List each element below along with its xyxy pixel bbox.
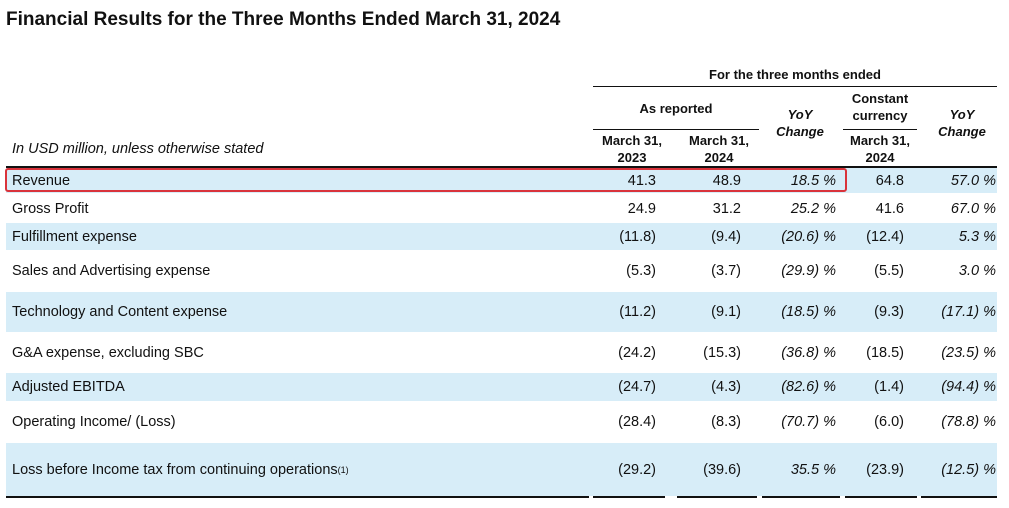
value-2023: (24.2) <box>618 344 656 361</box>
constant-currency-value: (18.5) <box>866 344 904 361</box>
value-2024: (4.3) <box>711 379 741 395</box>
constant-currency-value: (9.3) <box>874 304 904 320</box>
row-label: Fulfillment expense <box>12 228 137 245</box>
yoy-change-value: (82.6) % <box>781 379 836 395</box>
value-2024: (9.4) <box>711 228 741 245</box>
yoy-change-value: (18.5) % <box>781 304 836 320</box>
value-2023: (28.4) <box>618 414 656 430</box>
col-2024-header: March 31, 2024 <box>689 133 749 165</box>
yoy-change-cc-value: 67.0 % <box>950 201 996 217</box>
row-label: Loss before Income tax from continuing o… <box>12 461 349 478</box>
table-row: Sales and Advertising expense (5.3) (3.7) (… <box>6 250 997 292</box>
yoy-change-cc-value: (78.8) % <box>941 414 996 430</box>
yoy-change-value: 25.2 % <box>790 201 836 217</box>
value-2024: (15.3) <box>703 344 741 361</box>
value-2024: (39.6) <box>703 461 741 478</box>
value-2024: (8.3) <box>711 414 741 430</box>
constant-currency-rule <box>843 129 917 130</box>
row-label: Technology and Content expense <box>12 304 228 320</box>
table-bottom-rule <box>6 496 589 498</box>
table-bottom-rule <box>593 496 665 498</box>
constant-currency-value: (12.4) <box>866 228 904 245</box>
table-row: Loss before Income tax from continuing o… <box>6 443 997 496</box>
header-top-rule <box>593 86 997 87</box>
yoy-change-value: (70.7) % <box>781 414 836 430</box>
table-row: Adjusted EBITDA (24.7) (4.3) (82.6) % (1.4) (… <box>6 373 997 401</box>
constant-currency-value: 41.6 <box>875 201 904 217</box>
yoy-change-cc-value: 3.0 % <box>958 263 996 279</box>
yoy-change-value: (29.9) % <box>781 263 836 279</box>
yoy-change-cc-value: (12.5) % <box>941 461 996 478</box>
row-label: G&A expense, excluding SBC <box>12 344 204 361</box>
table-bottom-rule <box>677 496 757 498</box>
row-label: Adjusted EBITDA <box>12 379 125 395</box>
yoy-change-value: 35.5 % <box>790 461 836 478</box>
yoy-change-header: YoY Change <box>776 107 824 139</box>
col-2023-header: March 31, 2023 <box>602 133 662 165</box>
row-label: Operating Income/ (Loss) <box>12 414 176 430</box>
yoy-change-value: (20.6) % <box>781 228 836 245</box>
table-row: G&A expense, excluding SBC (24.2) (15.3) (3… <box>6 332 997 373</box>
table-row: Technology and Content expense (11.2) (9.1… <box>6 292 997 332</box>
value-2023: (5.3) <box>626 263 656 279</box>
as-reported-rule <box>593 129 759 130</box>
row-label: Sales and Advertising expense <box>12 263 211 279</box>
value-2023: (11.2) <box>619 304 656 320</box>
constant-currency-header: Constant currency <box>851 91 909 123</box>
as-reported-header: As reported <box>639 101 713 116</box>
unit-note: In USD million, unless otherwise stated <box>12 141 264 157</box>
row-label: Gross Profit <box>12 201 89 217</box>
table-row: Gross Profit 24.9 31.2 25.2 % 41.6 67.0 % <box>6 196 997 222</box>
value-2024: (3.7) <box>711 263 741 279</box>
table-bottom-rule <box>921 496 997 498</box>
value-2024: 31.2 <box>712 201 741 217</box>
yoy-change-value: (36.8) % <box>781 344 836 361</box>
constant-currency-value: (23.9) <box>866 461 904 478</box>
header-bottom-rule <box>6 166 997 168</box>
constant-currency-value: (5.5) <box>874 263 904 279</box>
yoy-change-cc-value: 57.0 % <box>950 172 996 189</box>
value-2023: (11.8) <box>619 228 656 245</box>
yoy-change-cc-value: (23.5) % <box>941 344 996 361</box>
yoy-change-value: 18.5 % <box>790 172 836 189</box>
constant-currency-value: (6.0) <box>874 414 904 430</box>
yoy-change-cc-value: (94.4) % <box>941 379 996 395</box>
value-2023: (24.7) <box>618 379 656 395</box>
row-label: Revenue <box>12 172 71 189</box>
yoy-change-cc-value: (17.1) % <box>941 304 996 320</box>
table-bottom-rule <box>762 496 840 498</box>
value-2023: 41.3 <box>627 172 656 189</box>
table-row: Operating Income/ (Loss) (28.4) (8.3) (70.7… <box>6 401 997 443</box>
value-2024: (9.1) <box>711 304 741 320</box>
page-title: Financial Results for the Three Months E… <box>6 9 561 30</box>
constant-currency-value: 64.8 <box>875 172 904 189</box>
value-2024: 48.9 <box>712 172 741 189</box>
table-row: Revenue 41.3 48.9 18.5 % 64.8 57.0 % <box>6 168 997 193</box>
value-2023: (29.2) <box>618 461 656 478</box>
yoy-change-cc-header: YoY Change <box>938 107 986 139</box>
table-row: Fulfillment expense (11.8) (9.4) (20.6) % (1… <box>6 223 997 250</box>
col-cc-2024-header: March 31, 2024 <box>850 133 910 165</box>
constant-currency-value: (1.4) <box>874 379 904 395</box>
value-2023: 24.9 <box>627 201 656 217</box>
table-bottom-rule <box>845 496 917 498</box>
period-header: For the three months ended <box>709 67 881 82</box>
yoy-change-cc-value: 5.3 % <box>958 228 996 245</box>
